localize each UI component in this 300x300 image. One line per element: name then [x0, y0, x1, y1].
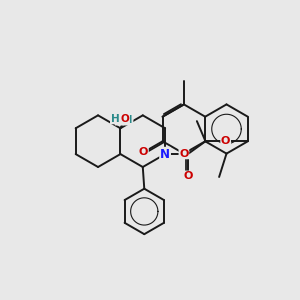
Text: O: O	[221, 136, 230, 146]
Text: O: O	[139, 147, 148, 158]
Text: O: O	[183, 171, 193, 181]
Text: N: N	[160, 148, 170, 160]
Text: N: N	[160, 148, 170, 160]
Text: OH: OH	[115, 115, 133, 125]
Text: O: O	[121, 114, 129, 124]
Text: H: H	[111, 114, 119, 124]
Text: O: O	[179, 148, 189, 159]
